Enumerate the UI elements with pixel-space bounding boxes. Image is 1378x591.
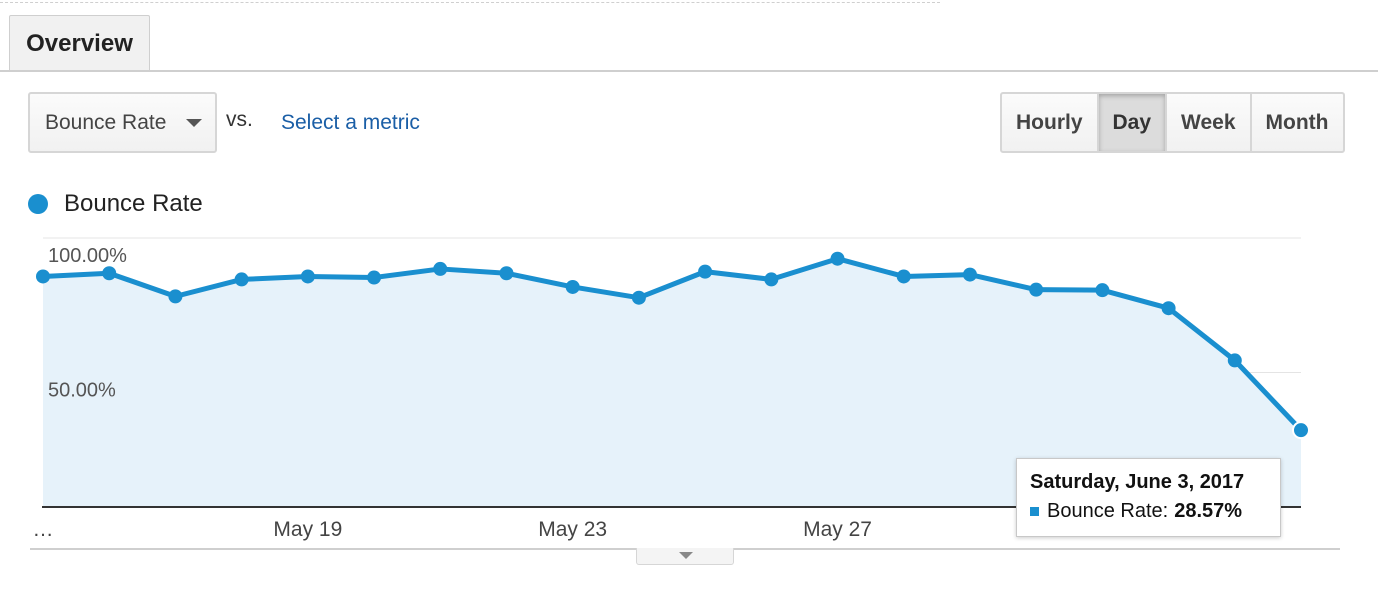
data-point <box>300 269 315 284</box>
data-point <box>367 270 382 285</box>
vs-label: vs. <box>226 108 253 131</box>
tooltip-row: Bounce Rate: 28.57% <box>1030 500 1267 523</box>
chart-legend: Bounce Rate <box>28 190 203 218</box>
period-hourly-button[interactable]: Hourly <box>1002 94 1099 151</box>
data-point <box>168 289 183 304</box>
select-metric-link[interactable]: Select a metric <box>281 111 420 134</box>
period-week-button[interactable]: Week <box>1167 94 1252 151</box>
data-point <box>36 269 50 284</box>
data-point <box>565 279 580 294</box>
x-tick-label: May 19 <box>273 518 342 541</box>
tab-bar-border <box>0 70 1378 72</box>
series-area <box>43 258 1301 507</box>
chevron-down-icon <box>679 552 693 559</box>
data-point <box>896 269 911 284</box>
y-tick-label: 100.00% <box>48 245 127 267</box>
x-tick-label: May 27 <box>803 518 872 541</box>
caret-down-icon <box>186 119 202 127</box>
data-point <box>1029 282 1044 297</box>
data-point <box>234 272 249 287</box>
period-toggle-group: Hourly Day Week Month <box>1000 92 1345 153</box>
data-point <box>631 290 646 305</box>
data-point <box>102 266 117 281</box>
metric-select[interactable]: Bounce Rate <box>28 92 217 153</box>
data-point <box>1161 301 1176 316</box>
tooltip-swatch <box>1030 507 1039 516</box>
legend-label: Bounce Rate <box>64 190 203 217</box>
x-tick-label: May 23 <box>538 518 607 541</box>
top-divider <box>0 2 940 3</box>
tooltip-date: Saturday, June 3, 2017 <box>1030 471 1245 493</box>
data-point <box>499 266 514 281</box>
tooltip-value: 28.57% <box>1174 500 1243 522</box>
data-point <box>962 267 977 282</box>
period-month-button[interactable]: Month <box>1265 111 1329 134</box>
data-point <box>1095 283 1110 298</box>
data-point <box>830 251 845 266</box>
data-point <box>1292 421 1310 440</box>
tooltip-series-label: Bounce Rate: <box>1047 500 1169 522</box>
legend-swatch <box>28 194 48 214</box>
chart-expand-toggle[interactable] <box>636 548 734 565</box>
tab-overview[interactable]: Overview <box>9 15 150 71</box>
data-point <box>764 272 779 287</box>
chart-tooltip: Saturday, June 3, 2017 Bounce Rate: 28.5… <box>1016 458 1281 537</box>
data-point <box>433 261 448 276</box>
y-tick-label: 50.00% <box>48 380 116 402</box>
metric-select-value: Bounce Rate <box>45 111 167 134</box>
period-day-button[interactable]: Day <box>1098 94 1168 151</box>
data-point <box>1227 353 1242 368</box>
series-line <box>42 256 1303 432</box>
data-point <box>698 264 713 279</box>
x-tick-label: … <box>33 518 54 541</box>
